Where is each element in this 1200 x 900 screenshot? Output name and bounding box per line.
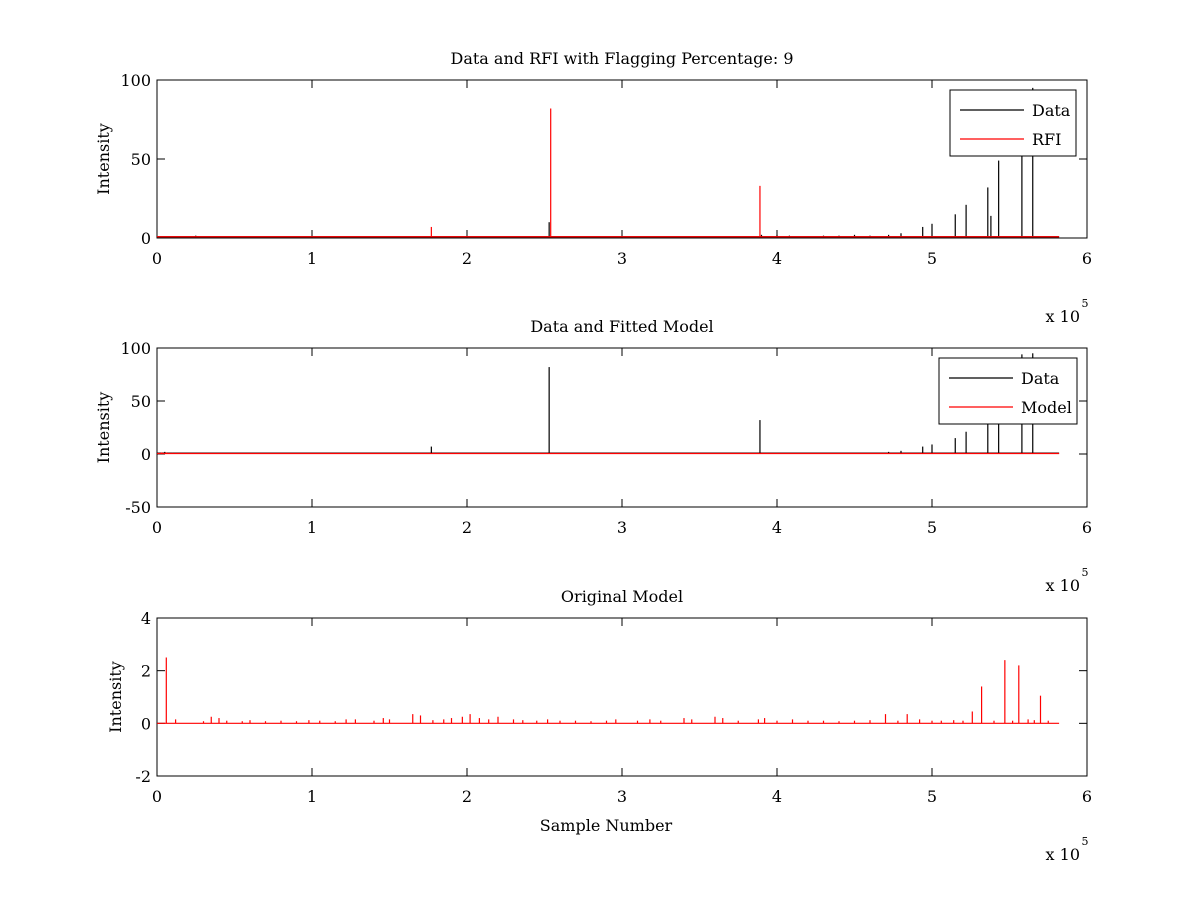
- y-tick-label: 50: [131, 150, 151, 169]
- legend-box: [949, 89, 1077, 157]
- x-exponent-power: 5: [1082, 297, 1089, 310]
- x-tick-label: 4: [772, 249, 782, 268]
- x-tick-label: 2: [462, 787, 472, 806]
- y-tick-label: 100: [120, 339, 151, 358]
- x-tick-label: 5: [927, 787, 937, 806]
- x-tick-label: 4: [772, 787, 782, 806]
- x-tick-label: 0: [152, 787, 162, 806]
- x-tick-label: 3: [617, 518, 627, 537]
- x-exponent-base: x 10: [1046, 845, 1080, 864]
- x-tick-label: 6: [1082, 787, 1092, 806]
- y-tick-label: 0: [141, 229, 151, 248]
- chart-title: Data and RFI with Flagging Percentage: 9: [450, 49, 793, 68]
- x-tick-label: 6: [1082, 518, 1092, 537]
- legend-label-2: RFI: [1032, 130, 1061, 149]
- y-tick-label: 100: [120, 71, 151, 90]
- x-tick-label: 2: [462, 518, 472, 537]
- x-axis-label: Sample Number: [540, 816, 673, 835]
- legend-label-2: Model: [1021, 398, 1072, 417]
- x-tick-label: 3: [617, 787, 627, 806]
- x-tick-label: 1: [307, 249, 317, 268]
- x-tick-label: 4: [772, 518, 782, 537]
- y-tick-label: -50: [125, 498, 151, 517]
- y-tick-label: 50: [131, 392, 151, 411]
- y-tick-label: 2: [141, 662, 151, 681]
- legend-box: [938, 357, 1078, 425]
- x-tick-label: 3: [617, 249, 627, 268]
- legend: Data Model: [938, 357, 1078, 425]
- y-tick-label: 0: [141, 445, 151, 464]
- chart-1: 0 1 2 3 4 5 6 0 50 100 Data and RFI with Flagging …: [94, 49, 1092, 326]
- y-tick-label: 4: [141, 609, 151, 628]
- x-exponent-power: 5: [1082, 566, 1089, 579]
- x-tick-label: 2: [462, 249, 472, 268]
- x-exponent-base: x 10: [1046, 576, 1080, 595]
- y-axis-label: Intensity: [94, 123, 113, 195]
- x-tick-label: 5: [927, 249, 937, 268]
- x-tick-label: 5: [927, 518, 937, 537]
- x-tick-label: 1: [307, 518, 317, 537]
- x-exponent-power: 5: [1082, 835, 1089, 848]
- y-tick-label: 0: [141, 714, 151, 733]
- x-tick-label: 0: [152, 249, 162, 268]
- y-axis-label: Intensity: [94, 392, 113, 464]
- x-tick-label: 1: [307, 787, 317, 806]
- chart-title: Data and Fitted Model: [530, 317, 713, 336]
- x-exponent-base: x 10: [1046, 307, 1080, 326]
- x-tick-label: 0: [152, 518, 162, 537]
- x-tick-label: 6: [1082, 249, 1092, 268]
- y-tick-label: -2: [135, 767, 151, 786]
- chart-title: Original Model: [561, 587, 683, 606]
- legend: Data RFI: [949, 89, 1077, 157]
- y-axis-label: Intensity: [106, 661, 125, 733]
- legend-label-1: Data: [1032, 101, 1071, 120]
- legend-label-1: Data: [1021, 369, 1060, 388]
